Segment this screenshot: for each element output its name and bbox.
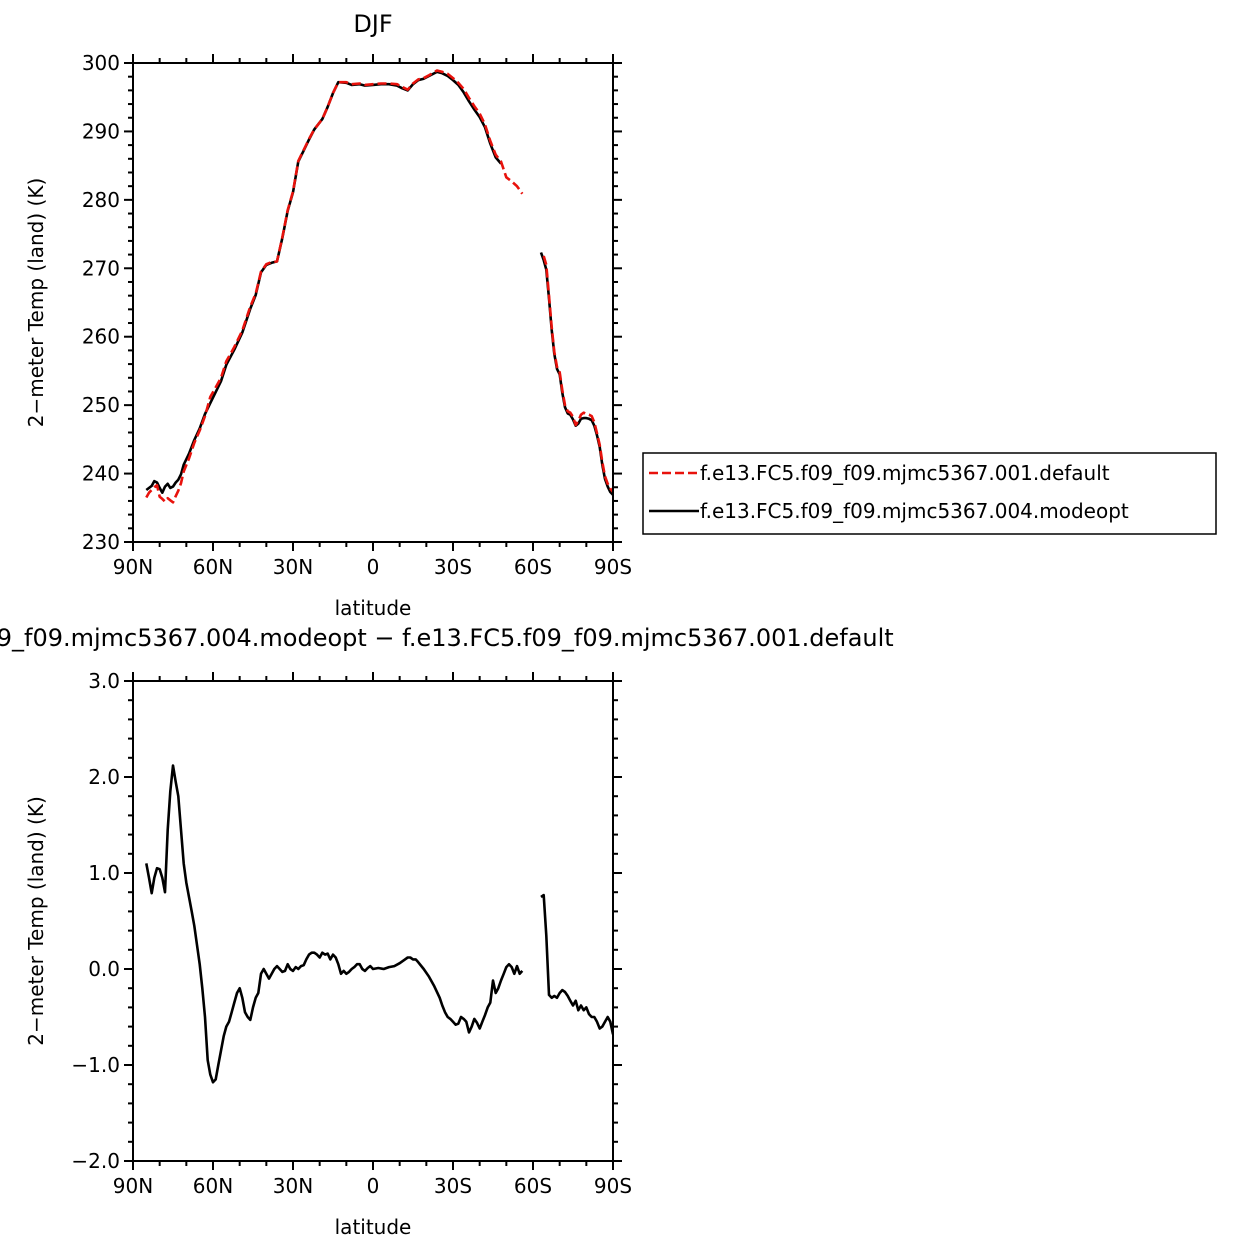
chart-title: DJF bbox=[353, 10, 392, 38]
x-tick-label: 30N bbox=[273, 1174, 313, 1198]
plot-area bbox=[145, 69, 613, 504]
legend: f.e13.FC5.f09_f09.mjmc5367.001.default f.… bbox=[642, 452, 1217, 535]
legend-label-1: f.e13.FC5.f09_f09.mjmc5367.001.default bbox=[700, 461, 1110, 485]
series-1-line-segment-1 bbox=[145, 764, 524, 1084]
y-axis-label: 2−meter Temp (land) (K) bbox=[24, 796, 48, 1046]
plot-area bbox=[145, 764, 613, 1084]
y-tick-label: 260 bbox=[82, 325, 120, 349]
x-tick-label: 90N bbox=[113, 555, 153, 579]
x-tick-label: 60N bbox=[193, 1174, 233, 1198]
y-tick-label: −1.0 bbox=[71, 1053, 120, 1077]
x-axis-label: latitude bbox=[335, 596, 412, 620]
x-tick-label: 0 bbox=[367, 1174, 380, 1198]
y-tick-label: 270 bbox=[82, 256, 120, 280]
y-tick-label: 280 bbox=[82, 188, 120, 212]
legend-box bbox=[642, 452, 1217, 535]
y-tick-label: 0.0 bbox=[88, 957, 120, 981]
x-tick-label: 60S bbox=[514, 555, 552, 579]
series-1-line-segment-1 bbox=[145, 69, 524, 504]
y-tick-label: 290 bbox=[82, 119, 120, 143]
y-tick-label: 1.0 bbox=[88, 861, 120, 885]
x-tick-label: 30S bbox=[434, 555, 472, 579]
x-tick-label: 0 bbox=[367, 555, 380, 579]
y-tick-label: 300 bbox=[82, 51, 120, 75]
tick-marks bbox=[124, 672, 622, 1170]
plot-frame bbox=[132, 62, 614, 543]
chart-title: f.e13.FC5.f09_f09.mjmc5367.004.modeopt −… bbox=[0, 624, 894, 652]
series-1-line-segment-2 bbox=[542, 255, 613, 493]
y-tick-label: 230 bbox=[82, 530, 120, 554]
chart-panel-2: f.e13.FC5.f09_f09.mjmc5367.004.modeopt −… bbox=[0, 624, 894, 1239]
chart-panel-1: DJF 90N 60N 30N 0 30S 60S 90S 230 240 250 260 270 280… bbox=[24, 10, 1217, 620]
y-axis-label: 2−meter Temp (land) (K) bbox=[24, 178, 48, 428]
y-tick-label: 240 bbox=[82, 462, 120, 486]
x-tick-label: 90N bbox=[113, 1174, 153, 1198]
legend-label-2: f.e13.FC5.f09_f09.mjmc5367.004.modeopt bbox=[700, 499, 1129, 523]
y-tick-label: −2.0 bbox=[71, 1149, 120, 1173]
x-tick-label: 90S bbox=[594, 1174, 632, 1198]
tick-marks bbox=[124, 54, 622, 551]
y-tick-label: 3.0 bbox=[88, 669, 120, 693]
series-1-line-segment-2 bbox=[540, 893, 613, 1035]
x-tick-label: 30N bbox=[273, 555, 313, 579]
y-tick-label: 250 bbox=[82, 393, 120, 417]
y-tick-label: 2.0 bbox=[88, 765, 120, 789]
plot-frame bbox=[132, 680, 614, 1162]
x-tick-label: 30S bbox=[434, 1174, 472, 1198]
x-tick-label: 60S bbox=[514, 1174, 552, 1198]
x-axis-label: latitude bbox=[335, 1215, 412, 1239]
x-tick-label: 90S bbox=[594, 555, 632, 579]
x-tick-label: 60N bbox=[193, 555, 233, 579]
